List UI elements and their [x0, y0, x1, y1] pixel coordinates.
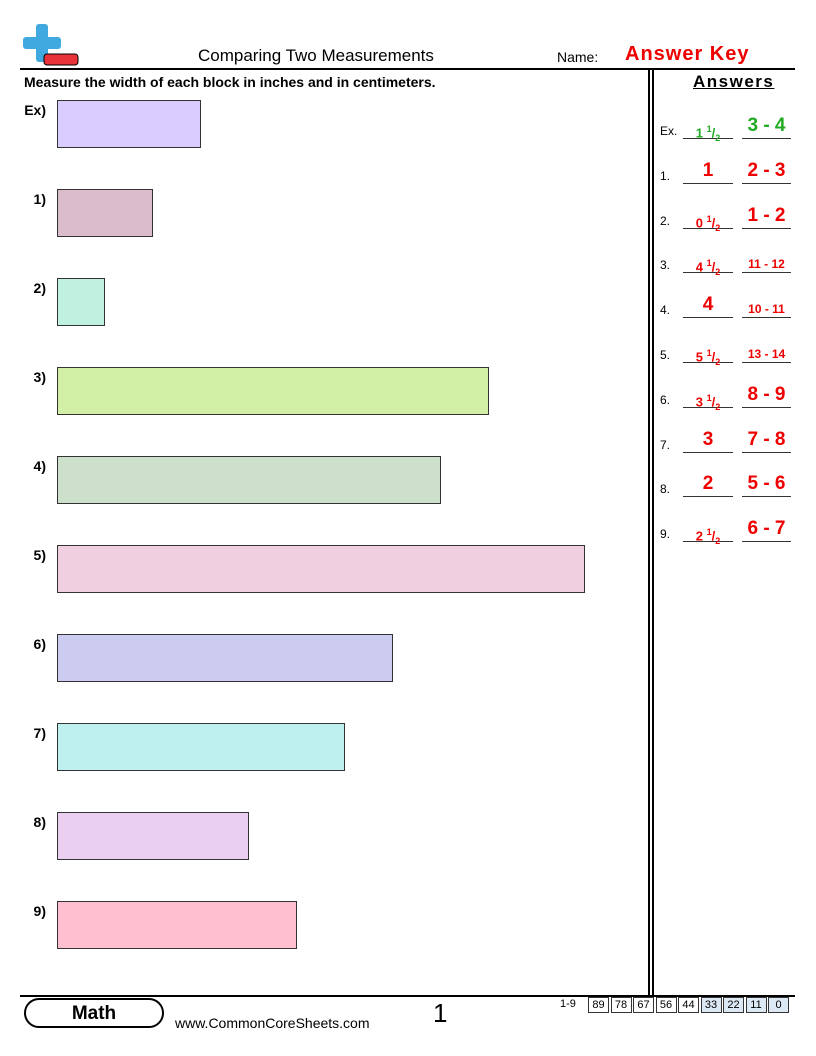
- denominator: 2: [715, 222, 721, 233]
- score-cell: 44: [678, 997, 699, 1013]
- problem-label: 4): [33, 458, 46, 474]
- cm-answer: 1 - 2: [742, 205, 791, 229]
- answer-label: 8.: [660, 482, 671, 497]
- inches-answer: 3: [683, 428, 733, 453]
- answer-label: 7.: [660, 437, 671, 452]
- answers-heading: Answers: [693, 72, 775, 91]
- answer-key: Answer Key: [625, 43, 750, 65]
- cm-answer: 10 - 11: [742, 295, 791, 319]
- cm-answer: 8 - 9: [742, 384, 791, 408]
- answer-label: 6.: [660, 392, 671, 407]
- score-cell: 89: [588, 997, 609, 1013]
- answer-label: 4.: [660, 303, 671, 318]
- block: [57, 634, 393, 682]
- whole: 4: [702, 294, 714, 316]
- divider: [652, 70, 654, 995]
- problem-label: 1): [33, 191, 46, 207]
- cm-answer: 7 - 8: [742, 429, 791, 453]
- cm-answer: 11 - 12: [742, 250, 791, 274]
- numerator: 1: [706, 124, 712, 134]
- block: [57, 100, 201, 148]
- block: [57, 278, 105, 326]
- problem-label: 9): [33, 903, 46, 919]
- inches-answer: 4: [683, 294, 733, 319]
- cm-answer: 13 - 14: [742, 340, 791, 363]
- block: [57, 901, 297, 949]
- cm-answer: 6 - 7: [742, 519, 791, 543]
- block: [57, 723, 345, 771]
- inches-answer: 4 1/2: [683, 250, 733, 277]
- problem-label: 3): [33, 369, 46, 385]
- inches-answer: 1: [683, 159, 733, 184]
- denominator: 2: [715, 267, 721, 278]
- block: [57, 456, 441, 504]
- logo: [23, 24, 79, 66]
- score-cell: 33: [700, 997, 722, 1013]
- whole: 5: [695, 349, 703, 365]
- page-number: 1: [433, 998, 448, 1028]
- answer-label: 9.: [660, 527, 671, 542]
- denominator: 2: [715, 356, 721, 367]
- block: [57, 367, 489, 415]
- score-cell: 56: [655, 997, 677, 1013]
- footer-rule: [20, 995, 795, 997]
- score-label: 1-9: [560, 998, 576, 1010]
- whole: 3: [695, 394, 703, 410]
- inches-answer: 2: [683, 473, 733, 498]
- inches-answer: 2 1/2: [683, 519, 733, 546]
- inches-answer: 5 1/2: [683, 340, 733, 367]
- problem-label: 7): [33, 725, 46, 741]
- numerator: 1: [706, 213, 712, 224]
- whole: 1: [695, 125, 703, 141]
- divider: [648, 70, 650, 995]
- header-rule: [20, 68, 795, 70]
- numerator: 1: [706, 527, 712, 538]
- problem-label: 6): [33, 636, 46, 652]
- whole: 0: [695, 214, 703, 230]
- cm-answer: 3 - 4: [742, 116, 791, 139]
- score-cell: 0: [768, 997, 789, 1013]
- score-cell: 67: [633, 997, 654, 1013]
- whole: 2: [702, 473, 714, 495]
- block: [57, 812, 249, 860]
- score-cell: 78: [610, 997, 632, 1013]
- whole: 3: [702, 428, 714, 450]
- problem-label: 8): [33, 814, 46, 830]
- numerator: 1: [706, 392, 712, 403]
- problem-label: Ex): [24, 102, 46, 118]
- problem-label: 5): [33, 547, 46, 563]
- whole: 2: [695, 528, 703, 544]
- denominator: 2: [715, 132, 721, 143]
- inches-answer: 3 1/2: [683, 385, 733, 412]
- problem-label: 2): [33, 280, 46, 296]
- denominator: 2: [715, 401, 721, 412]
- name-label: Name:: [557, 49, 599, 65]
- whole: 4: [695, 259, 703, 275]
- subject: Math: [24, 998, 164, 1028]
- block: [57, 189, 153, 237]
- answer-label: 1.: [660, 168, 671, 183]
- title: Comparing Two Measurements: [198, 46, 434, 65]
- answer-label: 5.: [660, 348, 671, 362]
- score-cell: 11: [745, 997, 767, 1013]
- block: [57, 545, 585, 593]
- website: www.CommonCoreSheets.com: [175, 1015, 370, 1031]
- denominator: 2: [715, 536, 721, 547]
- score-cell: 22: [723, 997, 744, 1013]
- instructions: Measure the width of each block in inche…: [24, 74, 436, 90]
- inches-answer: 0 1/2: [683, 206, 733, 233]
- whole: 1: [702, 159, 714, 181]
- answer-label: 3.: [660, 258, 671, 273]
- answer-label: Ex.: [660, 124, 678, 138]
- inches-answer: 1 1/2: [683, 116, 733, 143]
- cm-answer: 5 - 6: [742, 474, 791, 498]
- numerator: 1: [706, 348, 712, 358]
- numerator: 1: [706, 258, 712, 269]
- answer-label: 2.: [660, 213, 671, 228]
- cm-answer: 2 - 3: [742, 160, 791, 184]
